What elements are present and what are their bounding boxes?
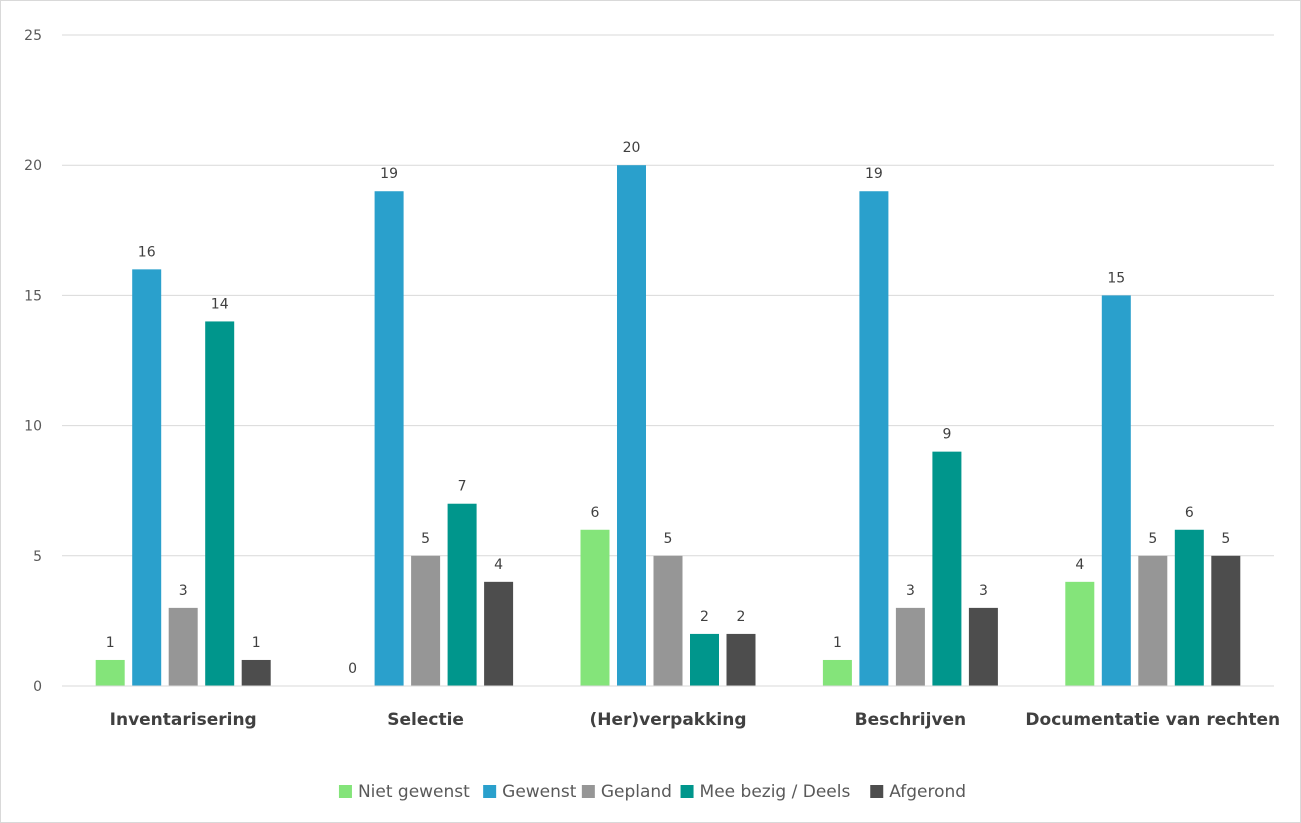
bar bbox=[205, 321, 235, 686]
legend-swatch bbox=[870, 785, 884, 798]
y-tick-label: 15 bbox=[24, 288, 42, 304]
bar bbox=[968, 607, 998, 686]
legend-label: Niet gewenst bbox=[358, 782, 470, 802]
legend-swatch bbox=[680, 785, 694, 798]
data-label: 3 bbox=[179, 583, 188, 599]
x-axis: Inventarisering Selectie (Her)verpakking Be… bbox=[62, 685, 1280, 730]
data-labels: 1 16 3 14 1 0 19 5 7 4 6 20 5 2 2 1 19 3 9 3 4 15 5 6 5 bbox=[106, 140, 1231, 677]
data-label: 14 bbox=[211, 296, 229, 312]
y-tick-label: 20 bbox=[24, 158, 42, 174]
legend-label: Mee bezig / Deels bbox=[700, 782, 851, 802]
data-label: 5 bbox=[421, 531, 430, 547]
data-label: 9 bbox=[942, 427, 951, 443]
bar bbox=[690, 633, 719, 686]
y-tick-label: 10 bbox=[24, 419, 42, 435]
legend-label: Gewenst bbox=[502, 782, 577, 802]
bars bbox=[95, 165, 1241, 687]
data-label: 0 bbox=[348, 661, 357, 677]
bar bbox=[241, 659, 271, 686]
bar bbox=[1138, 555, 1168, 686]
legend-swatch bbox=[483, 785, 497, 798]
data-label: 20 bbox=[623, 140, 641, 156]
legend-swatch bbox=[338, 785, 352, 798]
legend-item: Gepland bbox=[581, 782, 672, 802]
legend-item: Niet gewenst bbox=[338, 782, 470, 802]
bar bbox=[1174, 529, 1204, 686]
bar bbox=[95, 659, 125, 686]
bar bbox=[1101, 295, 1131, 686]
data-label: 19 bbox=[865, 166, 883, 182]
y-axis-ticks: 0 5 10 15 20 25 bbox=[24, 28, 42, 695]
legend: Niet gewenst Gewenst Gepland Mee bezig / De… bbox=[338, 782, 966, 802]
x-tick-label: Selectie bbox=[387, 710, 464, 730]
data-label: 3 bbox=[979, 583, 988, 599]
data-label: 4 bbox=[1075, 557, 1084, 573]
bar bbox=[411, 555, 441, 686]
y-tick-label: 0 bbox=[33, 679, 42, 695]
data-label: 19 bbox=[380, 166, 398, 182]
bar bbox=[484, 581, 514, 686]
bar bbox=[580, 529, 610, 686]
data-label: 6 bbox=[591, 505, 600, 521]
legend-label: Gepland bbox=[601, 782, 672, 802]
bar bbox=[859, 191, 889, 687]
data-label: 1 bbox=[833, 635, 842, 651]
data-label: 2 bbox=[737, 609, 746, 625]
data-label: 16 bbox=[138, 244, 156, 260]
x-tick-label: Inventarisering bbox=[110, 710, 257, 730]
data-label: 2 bbox=[700, 609, 709, 625]
bar bbox=[168, 607, 198, 686]
legend-item: Gewenst bbox=[483, 782, 577, 802]
y-tick-label: 5 bbox=[33, 549, 42, 565]
data-label: 1 bbox=[106, 635, 115, 651]
legend-label: Afgerond bbox=[889, 782, 966, 802]
bar bbox=[1211, 555, 1241, 686]
x-tick-label: Beschrijven bbox=[855, 710, 967, 730]
bar bbox=[132, 269, 162, 686]
bar bbox=[447, 503, 477, 686]
x-tick-label: (Her)verpakking bbox=[589, 710, 746, 730]
x-tick-label: Documentatie van rechten bbox=[1025, 710, 1280, 730]
data-label: 15 bbox=[1107, 270, 1125, 286]
data-label: 4 bbox=[494, 557, 503, 573]
bar bbox=[374, 191, 404, 687]
data-label: 1 bbox=[252, 635, 261, 651]
legend-item: Afgerond bbox=[870, 782, 966, 802]
data-label: 5 bbox=[1221, 531, 1230, 547]
bar bbox=[932, 451, 962, 686]
data-label: 5 bbox=[1148, 531, 1157, 547]
y-tick-label: 25 bbox=[24, 28, 42, 44]
legend-item: Mee bezig / Deels bbox=[680, 782, 851, 802]
bar bbox=[822, 659, 852, 686]
bar bbox=[895, 607, 925, 686]
bar bbox=[617, 165, 646, 686]
data-label: 5 bbox=[664, 531, 673, 547]
data-label: 7 bbox=[458, 479, 467, 495]
bar bbox=[1065, 581, 1095, 686]
bar bbox=[653, 555, 683, 686]
data-label: 3 bbox=[906, 583, 915, 599]
bar bbox=[726, 633, 756, 686]
legend-swatch bbox=[581, 785, 595, 798]
data-label: 6 bbox=[1185, 505, 1194, 521]
